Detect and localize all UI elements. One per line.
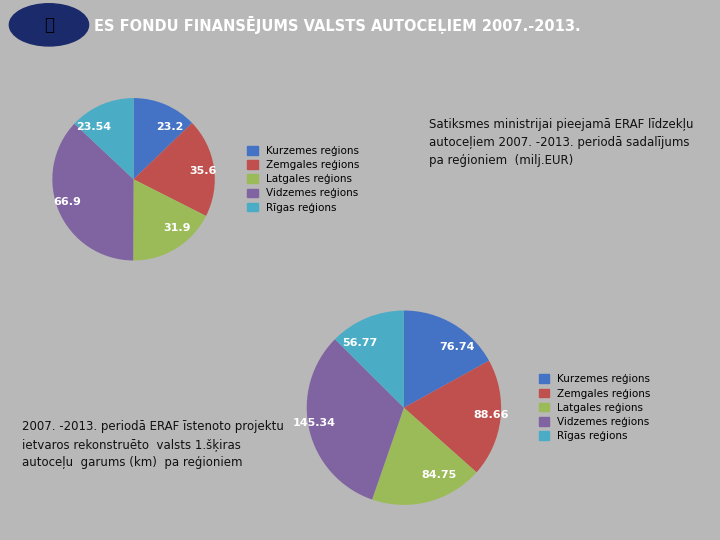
- Wedge shape: [335, 310, 404, 408]
- Text: 88.66: 88.66: [474, 410, 509, 421]
- Text: 23.2: 23.2: [156, 122, 183, 132]
- Text: 84.75: 84.75: [422, 470, 456, 481]
- Text: 76.74: 76.74: [439, 342, 475, 353]
- Wedge shape: [404, 361, 501, 472]
- Wedge shape: [53, 124, 134, 260]
- Text: ES FONDU FINANSĒJUMS VALSTS AUTOCEĻIEM 2007.-2013.: ES FONDU FINANSĒJUMS VALSTS AUTOCEĻIEM 2…: [94, 16, 580, 34]
- Text: 56.77: 56.77: [342, 338, 377, 348]
- Wedge shape: [372, 408, 477, 505]
- Text: 2007. -2013. periodā ERAF īstenoto projektu
ietvaros rekonstruēto  valsts 1.šķir: 2007. -2013. periodā ERAF īstenoto proje…: [22, 420, 284, 469]
- Text: 66.9: 66.9: [53, 197, 81, 207]
- Text: 🚌: 🚌: [44, 16, 54, 34]
- Ellipse shape: [9, 4, 89, 46]
- Wedge shape: [134, 123, 215, 216]
- Text: 145.34: 145.34: [293, 418, 336, 428]
- Text: 31.9: 31.9: [163, 223, 191, 233]
- Wedge shape: [74, 98, 134, 179]
- Wedge shape: [133, 179, 206, 260]
- Wedge shape: [133, 98, 192, 179]
- Text: Satiksmes ministrijai pieejamā ERAF līdzekļu
autoceļiem 2007. -2013. periodā sad: Satiksmes ministrijai pieejamā ERAF līdz…: [428, 118, 693, 167]
- Wedge shape: [404, 310, 489, 408]
- Text: 35.6: 35.6: [190, 166, 217, 176]
- Legend: Kurzemes reģions, Zemgales reģions, Latgales reģions, Vidzemes reģions, Rīgas re: Kurzemes reģions, Zemgales reģions, Latg…: [536, 371, 654, 444]
- Wedge shape: [307, 339, 404, 500]
- Text: 23.54: 23.54: [76, 122, 111, 132]
- Legend: Kurzemes reģions, Zemgales reģions, Latgales reģions, Vidzemes reģions, Rīgas re: Kurzemes reģions, Zemgales reģions, Latg…: [244, 143, 363, 216]
